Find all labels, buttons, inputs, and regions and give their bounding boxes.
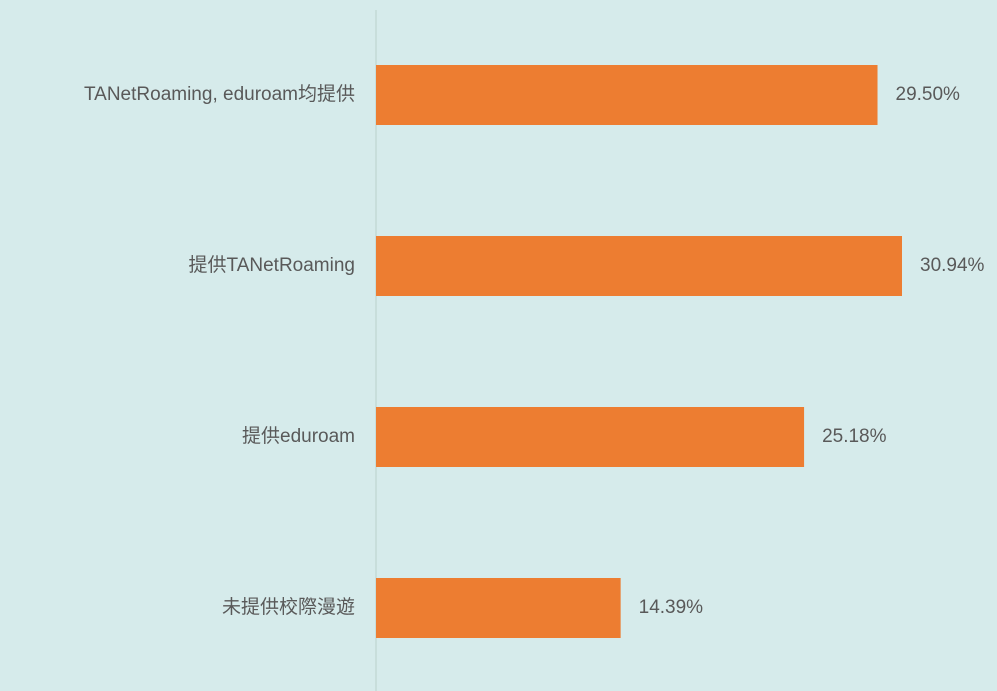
category-label: 提供eduroam [242, 425, 355, 447]
category-label: 未提供校際漫遊 [222, 596, 355, 618]
bar [376, 407, 805, 467]
data-label: 25.18% [822, 426, 887, 447]
data-label: 14.39% [639, 597, 704, 618]
bar [376, 578, 621, 638]
data-label: 30.94% [920, 255, 985, 276]
category-label: 提供TANetRoaming [189, 254, 355, 276]
category-label: TANetRoaming, eduroam均提供 [84, 83, 355, 105]
bar [376, 65, 878, 125]
data-label: 29.50% [896, 84, 961, 105]
bar [376, 236, 902, 296]
